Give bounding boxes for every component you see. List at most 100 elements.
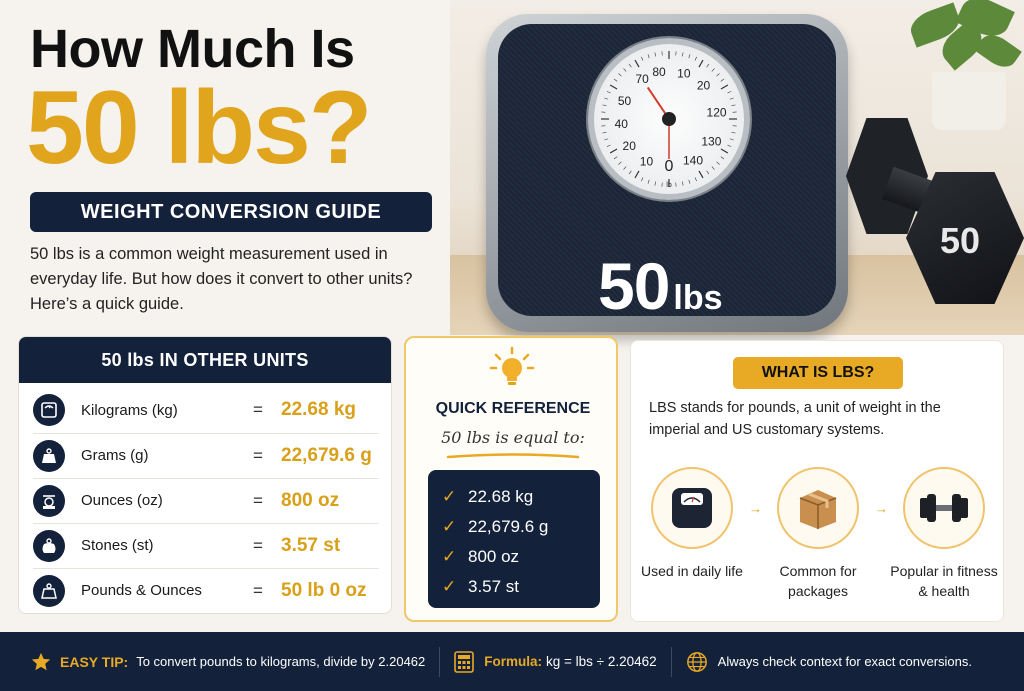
feature-icon-circle (651, 467, 733, 549)
bathroom-scale-icon (672, 488, 712, 528)
list-item: ✓ 22,679.6 g (442, 517, 549, 536)
dial-number: 70 (635, 72, 649, 86)
unit-value: 50 lb 0 oz (281, 579, 367, 601)
dial-number: 20 (623, 139, 637, 153)
quick-reference-card: QUICK REFERENCE 50 lbs is equal to: ✓ 22.… (404, 336, 618, 622)
what-is-lbs-title: WHAT IS LBS? (761, 364, 875, 381)
scale-icon (33, 394, 65, 426)
formula-text: kg = lbs ÷ 2.20462 (546, 654, 657, 669)
guide-label: WEIGHT CONVERSION GUIDE (80, 200, 382, 223)
check-icon: ✓ (442, 487, 457, 506)
dial-tick (647, 179, 650, 184)
dial-tick (694, 177, 697, 182)
feature-icon-circle (777, 467, 859, 549)
dial-tick (711, 68, 715, 72)
dial-number: 50 (618, 94, 632, 108)
equals-sign: = (253, 445, 263, 465)
dial-tick (618, 73, 622, 77)
potted-plant (880, 0, 1024, 130)
unit-name: Kilograms (kg) (81, 401, 178, 419)
dial-tick (628, 170, 632, 175)
dial-tick (682, 52, 684, 57)
dial-tick (729, 97, 734, 100)
dial-tick (698, 170, 704, 179)
what-is-lbs-title-banner: WHAT IS LBS? (733, 357, 903, 389)
headline-question: How Much Is (30, 19, 355, 79)
scale-readout-value: 50 (598, 249, 670, 323)
dial-tick (731, 132, 736, 134)
scale-weight-readout: 50 lbs (598, 248, 723, 324)
easy-tip-label: EASY TIP: (60, 653, 129, 670)
dial-tick (720, 84, 729, 90)
feature-packages: Common for packages (759, 467, 877, 601)
unit-row-stones: Stones (st) = 3.57 st (33, 523, 379, 567)
dial-tick (613, 78, 618, 82)
dumbbell-icon (920, 494, 968, 522)
dial-tick (706, 63, 710, 68)
context-reminder-text: Always check context for exact conversio… (717, 654, 972, 669)
dial-tick (654, 52, 656, 57)
dial-number: 20 (697, 79, 711, 93)
globe-icon (686, 651, 707, 672)
dial-number: 10 (677, 66, 691, 80)
equals-sign: = (253, 535, 263, 555)
dial-tick (628, 63, 632, 68)
unit-value: 22.68 kg (281, 399, 356, 420)
dial-number: 80 (652, 65, 666, 79)
dial-tick (604, 97, 609, 100)
what-is-lbs-card: WHAT IS LBS? LBS stands for pounds, a un… (630, 340, 1004, 622)
list-item: ✓ 22.68 kg (442, 487, 534, 506)
equals-sign: = (253, 580, 263, 600)
check-icon: ✓ (442, 577, 457, 596)
unit-row-kilograms: Kilograms (kg) = 22.68 kg (33, 388, 379, 432)
footer-divider (670, 646, 672, 677)
dial-tick (716, 161, 720, 165)
dial-tick (609, 148, 618, 154)
dial-tick (623, 68, 627, 72)
dial-tick (606, 91, 611, 94)
decorative-underline (446, 453, 580, 459)
weight-icon (33, 439, 65, 472)
check-icon: ✓ (442, 517, 457, 536)
dial-tick (641, 177, 644, 182)
weight-icon (33, 574, 65, 607)
footer-divider (439, 646, 441, 677)
unit-value: 3.57 st (281, 534, 341, 556)
stone-weight-icon (33, 529, 65, 562)
lightbulb-icon (489, 346, 535, 385)
dial-tick (609, 84, 618, 90)
feature-label: Used in daily life (641, 563, 743, 579)
dial-tick (634, 59, 640, 68)
dial-tick (698, 59, 704, 68)
what-is-lbs-description: LBS stands for pounds, a unit of weight … (649, 400, 941, 438)
dial-tick (618, 161, 622, 165)
unit-value: 800 oz (281, 489, 340, 511)
scale-dial: 0 10 20 40 50 70 80 10 20 120 130 140 lb (588, 38, 750, 200)
star-icon (31, 652, 51, 670)
unit-name: Pounds & Ounces (81, 582, 202, 599)
feature-label: Common for packages (779, 563, 857, 599)
dial-tick (720, 156, 725, 160)
equals-sign: = (253, 400, 263, 419)
dial-tick (720, 78, 725, 82)
dial-tick (716, 73, 720, 77)
feature-label: Popular in fitness & health (890, 563, 998, 599)
dial-tick (720, 148, 729, 154)
list-item: ✓ 800 oz (442, 547, 520, 566)
calculator-icon (454, 650, 475, 673)
dial-tick (623, 166, 627, 170)
easy-tip-text: To convert pounds to kilograms, divide b… (136, 654, 426, 669)
dial-tick (604, 138, 609, 141)
scale-platform: 0 10 20 40 50 70 80 10 20 120 130 140 lb 50 lbs (498, 24, 836, 323)
dial-number: 10 (640, 154, 654, 168)
scale-readout-unit: lbs (673, 279, 723, 317)
dial-tick (688, 179, 691, 184)
equals-sign: = (253, 490, 263, 510)
dial-tick (694, 56, 697, 61)
dial-tick (727, 144, 732, 147)
bathroom-scale: 0 10 20 40 50 70 80 10 20 120 130 140 lb 50 lbs (486, 14, 848, 332)
arrow-right-icon: → (875, 501, 888, 516)
dial-tick (727, 91, 732, 94)
quick-reference-subtitle: 50 lbs is equal to: (441, 428, 585, 447)
unit-name: Stones (st) (81, 537, 154, 554)
